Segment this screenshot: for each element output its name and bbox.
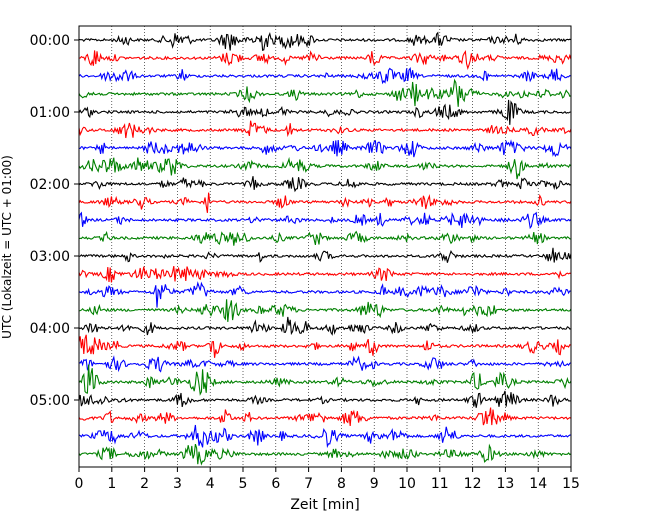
seismic-trace: [78, 192, 572, 213]
seismic-trace: [78, 139, 572, 158]
seismic-trace: [78, 424, 572, 449]
seismic-traces: [78, 31, 572, 466]
x-tick-label: 10: [398, 476, 416, 492]
seismic-trace: [78, 281, 572, 308]
seismic-trace: [78, 230, 572, 246]
x-tick-label: 8: [337, 476, 346, 492]
seismic-trace: [78, 390, 572, 408]
seismic-trace: [78, 407, 572, 427]
seismic-trace: [78, 31, 572, 51]
y-tick-label: 00:00: [30, 33, 70, 49]
y-tick-label: 04:00: [30, 321, 70, 337]
seismic-trace: [78, 316, 572, 336]
x-tick-label: 7: [304, 476, 313, 492]
x-tick-label: 3: [173, 476, 182, 492]
x-tick-label: 12: [464, 476, 482, 492]
seismic-trace: [78, 99, 572, 125]
seismic-trace: [78, 299, 572, 322]
x-tick-label: 0: [75, 476, 84, 492]
y-tick-label: 05:00: [30, 393, 70, 409]
y-tick-label: 02:00: [30, 177, 70, 193]
seismic-trace: [78, 78, 572, 107]
x-tick-label: 14: [529, 476, 547, 492]
x-tick-label: 4: [206, 476, 215, 492]
x-tick-label: 6: [271, 476, 280, 492]
x-tick-label: 11: [431, 476, 449, 492]
seismic-trace: [78, 66, 572, 85]
seismic-trace: [78, 334, 572, 358]
seismic-trace: [78, 156, 572, 180]
seismic-trace: [78, 120, 572, 139]
x-tick-label: 13: [496, 476, 514, 492]
x-tick-label: 5: [239, 476, 248, 492]
plot-frame: [78, 25, 572, 468]
seismic-trace: [78, 247, 572, 263]
seismic-trace: [78, 176, 572, 193]
seismic-trace: [78, 265, 572, 283]
x-tick-label: 2: [140, 476, 149, 492]
y-tick-label: 03:00: [30, 249, 70, 265]
seismic-trace: [78, 211, 572, 230]
seismic-trace: [78, 364, 572, 396]
seismic-trace: [78, 50, 572, 70]
x-axis: 0 1 2 3 4 5 6 7 8 9 10 11 12 13 14 15: [75, 467, 580, 492]
x-tick-label: 1: [107, 476, 116, 492]
plot-background: [79, 26, 571, 467]
x-tick-label: 9: [370, 476, 379, 492]
y-axis-label: UTC (Lokalzeit = UTC + 01:00): [0, 155, 14, 339]
y-tick-label: 01:00: [30, 105, 70, 121]
seismic-trace: [78, 355, 572, 373]
x-axis-label: Zeit [min]: [290, 497, 359, 513]
y-axis: 00:00 01:00 02:00 03:00 04:00 05:00: [30, 33, 79, 409]
x-tick-label: 15: [562, 476, 580, 492]
seismic-trace: [78, 443, 572, 466]
